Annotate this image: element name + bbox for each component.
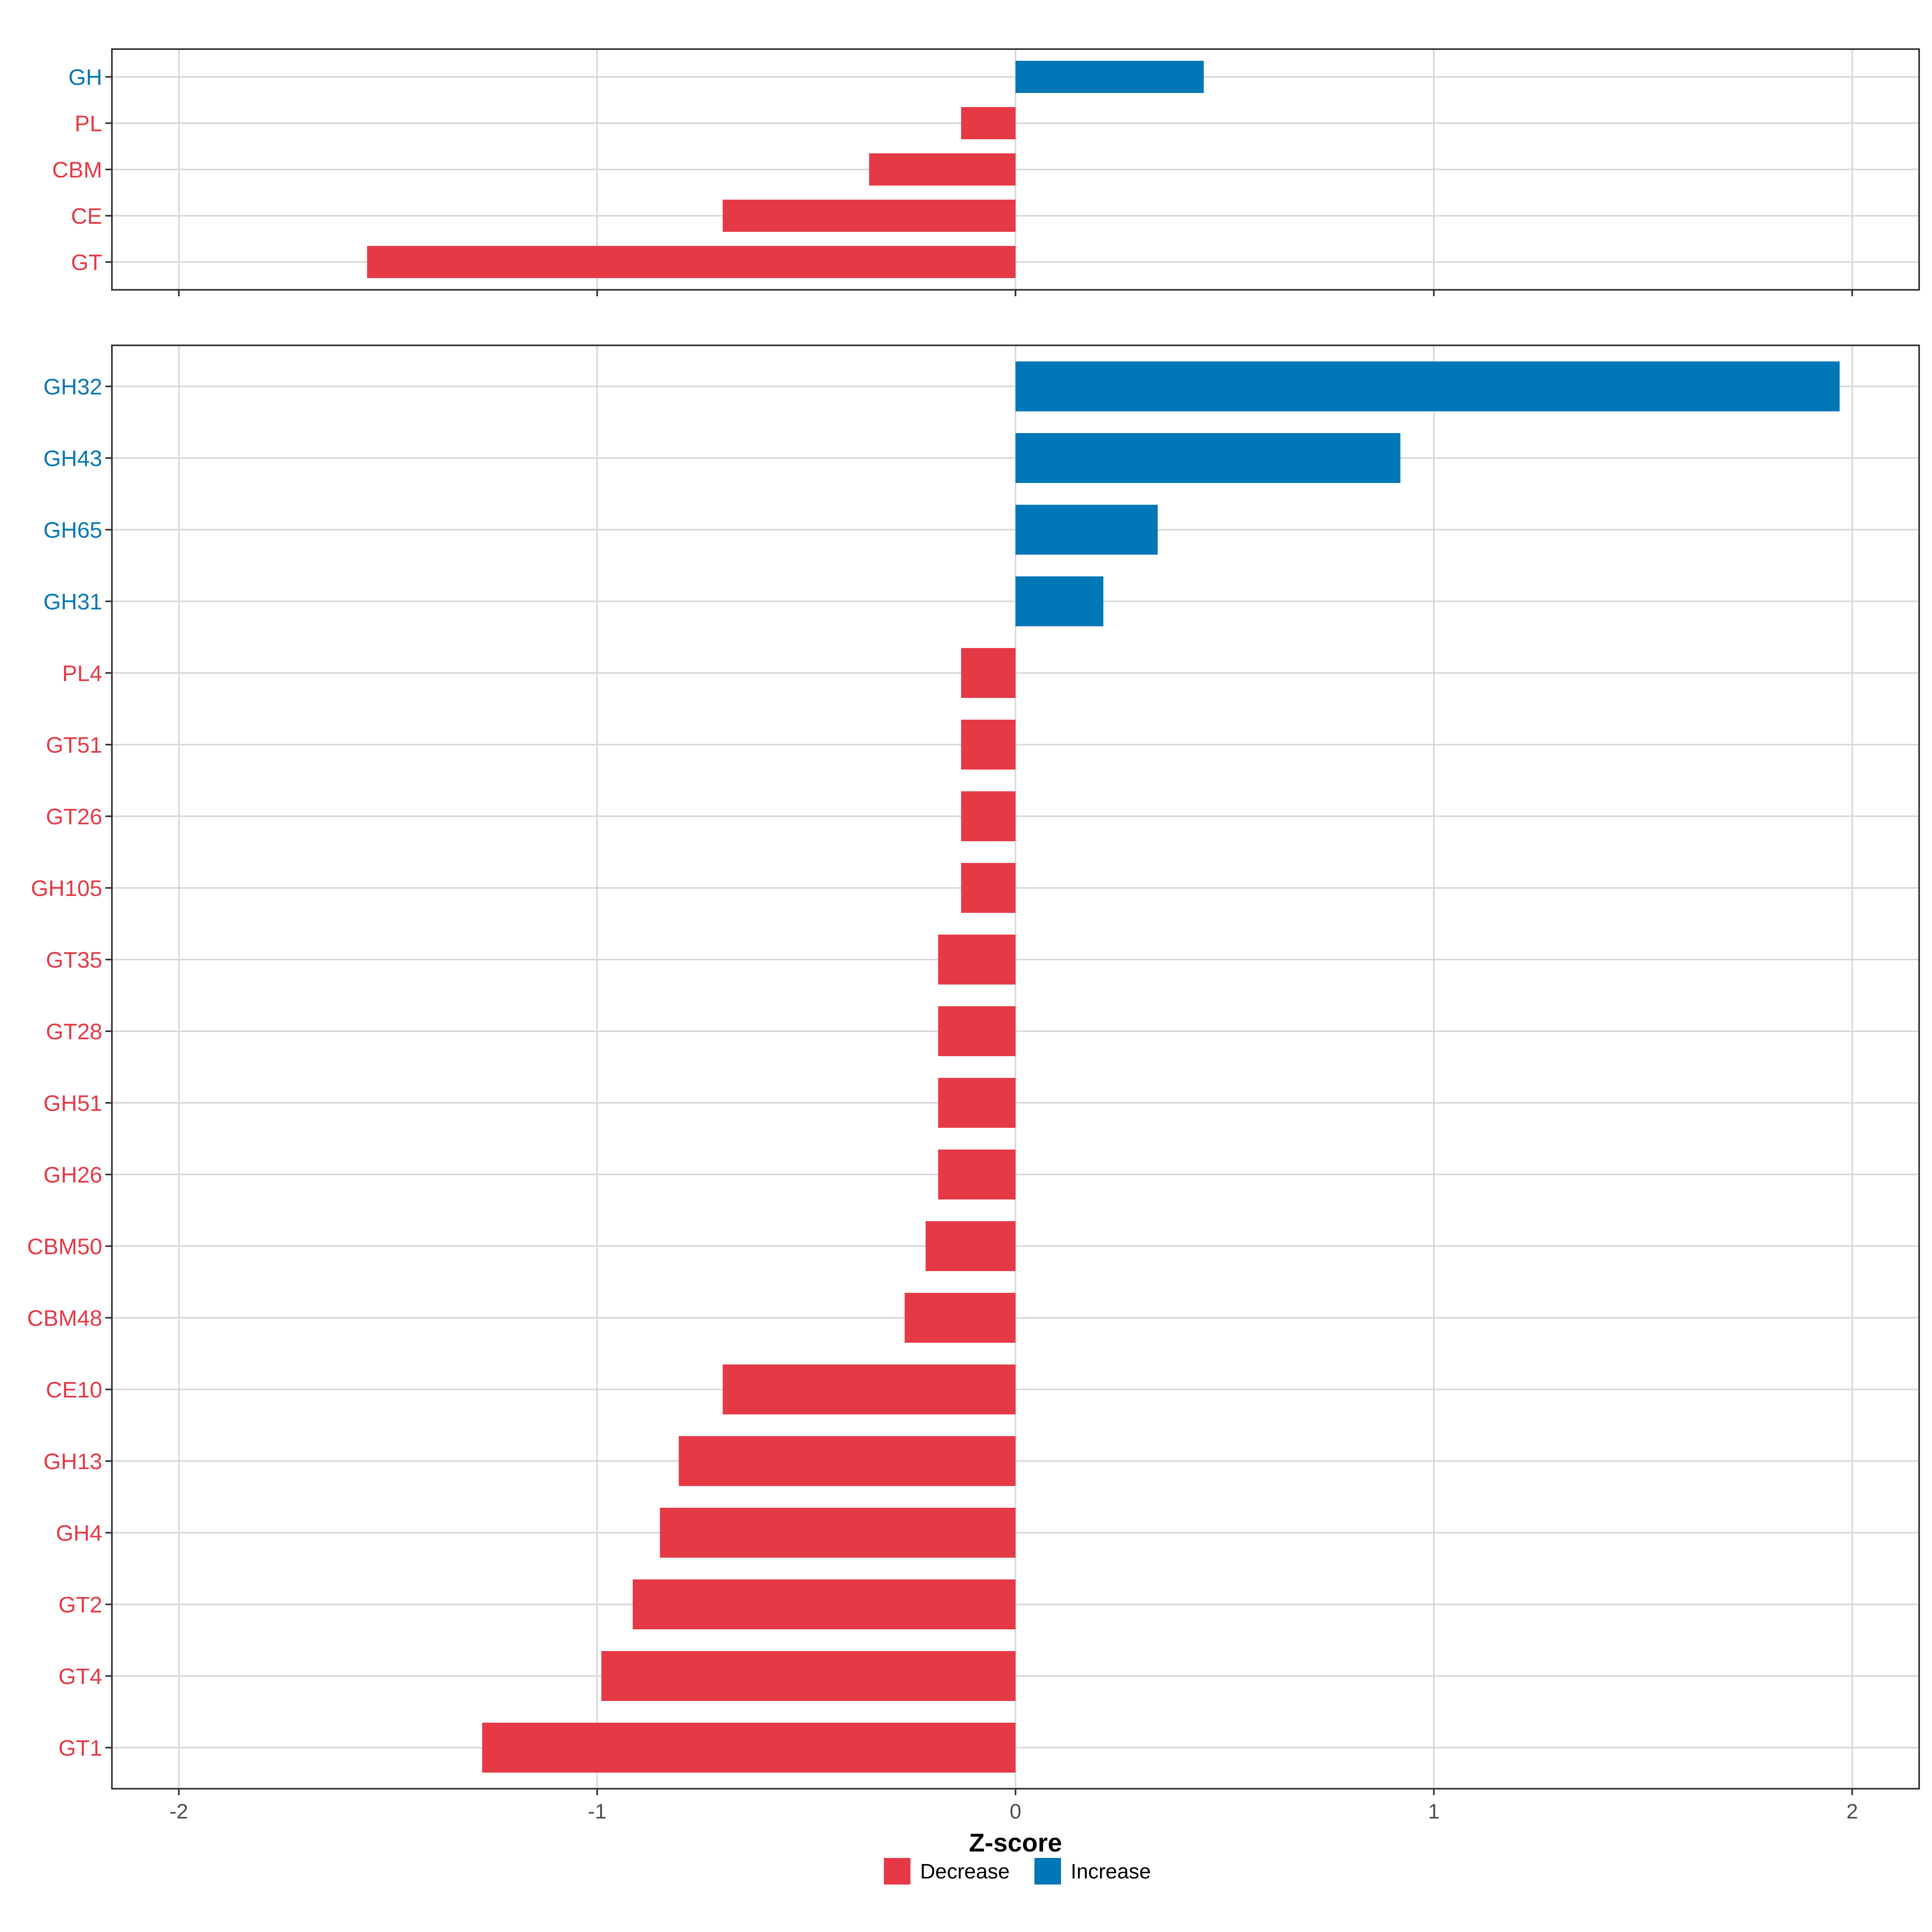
y-tick-label: GT1 xyxy=(58,1735,102,1761)
x-axis-title: Z-score xyxy=(969,1828,1062,1857)
y-tick-label: PL4 xyxy=(62,661,102,686)
y-tick-label: GH105 xyxy=(31,875,102,901)
y-tick-label: CE xyxy=(71,203,102,229)
y-tick-label: CE10 xyxy=(46,1377,102,1402)
top-panel: GH PL CBM CE GT xyxy=(52,48,1920,296)
y-tick-label: GT28 xyxy=(46,1019,102,1044)
y-tick-label: GH xyxy=(68,64,102,90)
y-tick-label: GH13 xyxy=(43,1449,102,1474)
bar-gt1 xyxy=(482,1723,1016,1773)
bar-gh13 xyxy=(679,1436,1016,1486)
bar-gt51 xyxy=(961,720,1016,770)
x-tick-label: 0 xyxy=(1010,1800,1022,1823)
bar-gt35 xyxy=(938,935,1016,985)
legend: Decrease Increase xyxy=(884,1858,1151,1885)
y-tick-label: GH31 xyxy=(43,589,102,614)
bar-gh32 xyxy=(1016,361,1840,411)
x-tick-label: -2 xyxy=(169,1800,188,1823)
bar-gh43 xyxy=(1016,433,1401,483)
legend-key-increase xyxy=(1034,1858,1061,1885)
y-tick-label: CBM50 xyxy=(27,1234,102,1259)
y-tick-label: GT51 xyxy=(46,732,102,758)
y-tick-label: GH32 xyxy=(43,374,102,399)
bar-gh65 xyxy=(1016,505,1158,555)
bar-ce xyxy=(722,200,1016,232)
bar-gh xyxy=(1016,61,1204,93)
legend-label-increase: Increase xyxy=(1071,1860,1151,1883)
bottom-panel: GH32 GH43 GH65 GH31 PL4 GT51 GT26 GH105 GT35 GT28… xyxy=(27,345,1920,1823)
y-tick-label: PL xyxy=(75,111,103,136)
bar-cbm xyxy=(869,153,1016,186)
bar-gh31 xyxy=(1016,576,1104,626)
y-tick-label: GT2 xyxy=(58,1592,102,1617)
y-tick-label: GH51 xyxy=(43,1090,102,1116)
legend-key-decrease xyxy=(884,1858,910,1885)
y-tick-label: CBM xyxy=(52,157,102,182)
x-tick-label: 1 xyxy=(1428,1800,1440,1823)
bar-gt4 xyxy=(601,1651,1016,1701)
bar-ce10 xyxy=(722,1364,1016,1414)
y-tick-label: GT xyxy=(71,250,102,275)
bar-gt28 xyxy=(938,1006,1016,1056)
y-tick-label: GT35 xyxy=(46,947,102,972)
y-tick-label: GT4 xyxy=(58,1664,102,1689)
bar-gt26 xyxy=(961,791,1016,841)
y-tick-label: CBM48 xyxy=(27,1305,102,1331)
legend-label-decrease: Decrease xyxy=(920,1860,1010,1883)
bar-pl xyxy=(961,107,1016,139)
y-tick-label: GT26 xyxy=(46,804,102,829)
bar-gh105 xyxy=(961,863,1016,913)
y-tick-label: GH26 xyxy=(43,1162,102,1187)
bar-gh51 xyxy=(938,1078,1016,1128)
bar-gt2 xyxy=(632,1579,1016,1629)
x-tick-label: -1 xyxy=(588,1800,607,1823)
bar-pl4 xyxy=(961,648,1016,698)
y-tick-label: GH4 xyxy=(56,1520,102,1546)
x-tick-label: 2 xyxy=(1846,1800,1858,1823)
y-tick-label: GH43 xyxy=(43,446,102,471)
bar-gh26 xyxy=(938,1150,1016,1199)
y-tick-label: GH65 xyxy=(43,517,102,543)
bar-cbm50 xyxy=(925,1221,1016,1271)
bar-gh4 xyxy=(660,1508,1016,1558)
bar-cbm48 xyxy=(904,1293,1016,1343)
bar-gt xyxy=(367,246,1016,278)
